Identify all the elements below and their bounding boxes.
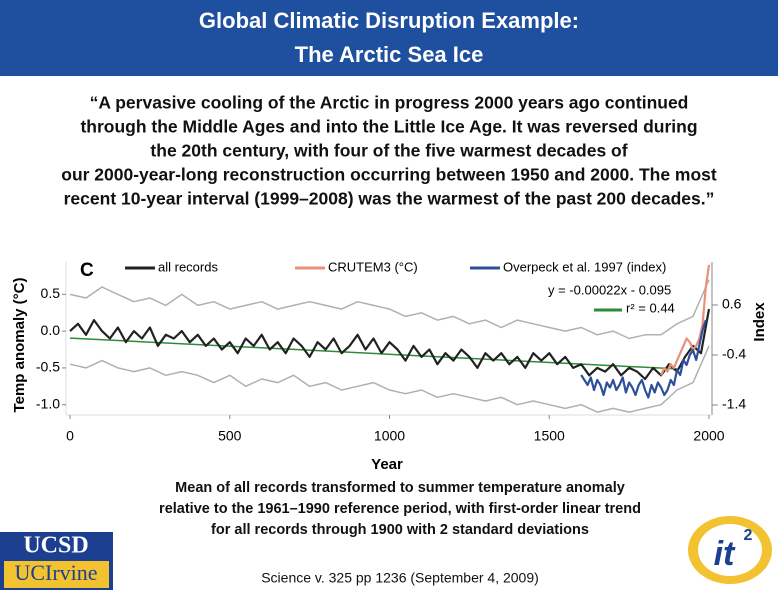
logo-it: it xyxy=(714,535,736,573)
y-tick-label: 0.0 xyxy=(41,322,61,338)
logo-ucsd: UCSD xyxy=(23,533,88,559)
series-line xyxy=(69,279,710,340)
panel-label: C xyxy=(80,260,94,281)
logo-uci: UCIrvine xyxy=(14,560,97,585)
title: Global Climatic Disruption Example: xyxy=(199,8,579,33)
y2-tick-label: 0.6 xyxy=(722,296,742,312)
chart: 0 500 1000 1500 2000 0.5 0.0 -0.5 -1.0 0.6 -0.4 -1.… xyxy=(11,259,768,473)
series-line xyxy=(580,319,707,399)
y-tick-label: -0.5 xyxy=(36,359,60,375)
citation: Science v. 325 pp 1236 (September 4, 200… xyxy=(261,570,539,586)
x-axis-label: Year xyxy=(371,456,403,473)
y-tick-label: 0.5 xyxy=(41,285,61,301)
quote-line: “A pervasive cooling of the Arctic in pr… xyxy=(90,93,689,113)
quote-line: our 2000-year-long reconstruction occurr… xyxy=(61,165,717,185)
logo-it-inner xyxy=(698,524,762,576)
y-axis-label: Temp anomaly (°C) xyxy=(11,278,28,413)
caption-line: relative to the 1961–1990 reference peri… xyxy=(159,501,641,517)
x-tick-label: 1000 xyxy=(374,428,405,444)
legend-label: all records xyxy=(158,259,218,274)
annotation: y = -0.00022x - 0.095 xyxy=(548,282,671,297)
x-tick-label: 0 xyxy=(66,428,74,444)
logo-band xyxy=(4,561,109,588)
x-tick-label: 1500 xyxy=(534,428,565,444)
legend-label: Overpeck et al. 1997 (index) xyxy=(503,259,666,274)
logo-it-sup: 2 xyxy=(744,527,753,544)
y2-tick-label: -1.4 xyxy=(722,396,746,412)
y2-axis-label: Index xyxy=(751,302,768,342)
series-line xyxy=(69,308,711,381)
series-line xyxy=(660,264,711,376)
caption-line: for all records through 1900 with 2 stan… xyxy=(211,522,589,538)
series-line xyxy=(69,345,710,413)
series-line xyxy=(69,337,678,370)
quote-line: through the Middle Ages and into the Lit… xyxy=(80,117,697,137)
title: The Arctic Sea Ice xyxy=(295,42,484,67)
x-tick-label: 500 xyxy=(218,428,242,444)
legend-label: CRUTEM3 (°C) xyxy=(328,259,418,274)
x-tick-label: 2000 xyxy=(693,428,724,444)
quote-line: recent 10-year interval (1999–2008) was … xyxy=(64,189,715,209)
quote-line: the 20th century, with four of the five … xyxy=(150,141,627,161)
title-bar xyxy=(0,0,778,76)
caption-line: Mean of all records transformed to summe… xyxy=(175,480,625,496)
annotation: r² = 0.44 xyxy=(626,300,675,315)
y-tick-label: -1.0 xyxy=(36,395,60,411)
y2-tick-label: -0.4 xyxy=(722,346,746,362)
